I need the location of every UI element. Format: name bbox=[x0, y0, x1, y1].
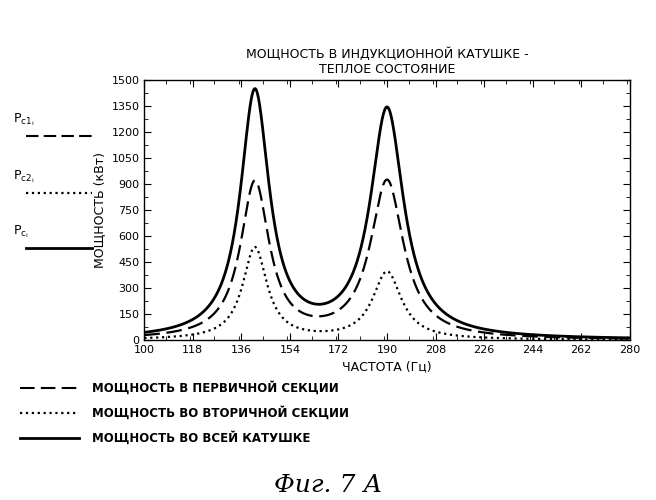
Text: $\mathregular{P_{c1_i}}$: $\mathregular{P_{c1_i}}$ bbox=[13, 111, 35, 128]
Text: Фиг. 7 А: Фиг. 7 А bbox=[274, 474, 382, 496]
Text: МОЩНОСТЬ В ПЕРВИЧНОЙ СЕКЦИИ: МОЩНОСТЬ В ПЕРВИЧНОЙ СЕКЦИИ bbox=[92, 380, 338, 394]
Y-axis label: МОЩНОСТЬ (кВт): МОЩНОСТЬ (кВт) bbox=[92, 152, 106, 268]
Text: МОЩНОСТЬ ВО ВСЕЙ КАТУШКЕ: МОЩНОСТЬ ВО ВСЕЙ КАТУШКЕ bbox=[92, 430, 310, 444]
X-axis label: ЧАСТОТА (Гц): ЧАСТОТА (Гц) bbox=[342, 360, 432, 374]
Text: $\mathregular{P_{c2_i}}$: $\mathregular{P_{c2_i}}$ bbox=[13, 168, 35, 185]
Text: $\mathregular{P_{c_i}}$: $\mathregular{P_{c_i}}$ bbox=[13, 223, 29, 240]
Title: МОЩНОСТЬ В ИНДУКЦИОННОЙ КАТУШКЕ -
ТЕПЛОЕ СОСТОЯНИЕ: МОЩНОСТЬ В ИНДУКЦИОННОЙ КАТУШКЕ - ТЕПЛОЕ… bbox=[246, 48, 528, 76]
Text: МОЩНОСТЬ ВО ВТОРИЧНОЙ СЕКЦИИ: МОЩНОСТЬ ВО ВТОРИЧНОЙ СЕКЦИИ bbox=[92, 406, 349, 419]
